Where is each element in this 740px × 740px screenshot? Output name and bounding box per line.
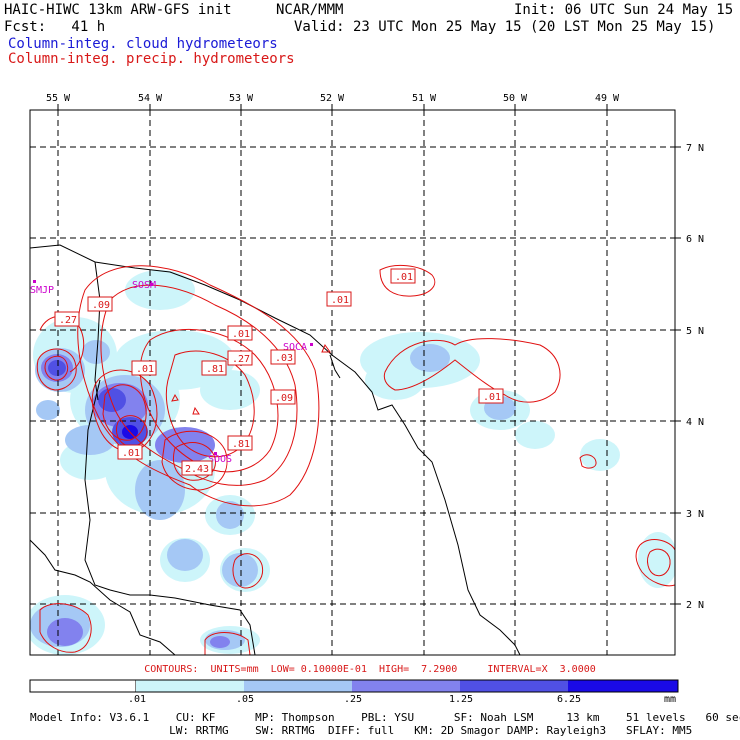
contour-label: .01: [326, 291, 352, 307]
lat-label: 2 N: [686, 600, 704, 611]
svg-text:.01: .01: [122, 448, 140, 459]
contour-label: .03: [270, 349, 296, 365]
init-time: Init: 06 UTC Sun 24 May 15: [514, 2, 734, 18]
svg-text:.01: .01: [483, 392, 501, 403]
valid-time: Valid: 23 UTC Mon 25 May 15 (20 LST Mon …: [294, 19, 716, 35]
field-precip-label: Column-integ. precip. hydrometeors: [8, 51, 295, 67]
station-label: SOSM: [132, 280, 156, 291]
title-left: HAIC-HIWC 13km ARW-GFS init: [4, 2, 232, 18]
lat-label: 6 N: [686, 234, 704, 245]
forecast-hour: Fcst: 41 h: [4, 19, 106, 35]
contour-label: .01: [227, 325, 253, 341]
lon-label: 52 W: [320, 93, 345, 104]
contour-label: .01: [117, 444, 143, 460]
lat-lon-grid: [30, 110, 675, 655]
colorbar-label: 1.25: [449, 694, 474, 705]
map-frame: [29, 109, 676, 656]
contour-label: .09: [270, 389, 296, 405]
lon-label: 49 W: [595, 93, 620, 104]
field-cloud-label: Column-integ. cloud hydrometeors: [8, 36, 278, 52]
station-label: SMJP: [30, 285, 54, 296]
lon-label: 51 W: [412, 93, 437, 104]
org-label: NCAR/MMM: [276, 2, 344, 18]
svg-text:.09: .09: [275, 393, 293, 404]
contour-label: .27: [54, 311, 80, 327]
contours-info: CONTOURS: UNITS=mm LOW= 0.10000E-01 HIGH…: [144, 664, 596, 675]
precip-contours: [36, 264, 675, 655]
contour-label: .81: [201, 360, 227, 376]
station-label: SOOS: [208, 454, 232, 465]
contour-label: .01: [390, 268, 416, 284]
svg-text:.01: .01: [331, 295, 349, 306]
station-markers: [33, 280, 313, 455]
contour-label: .01: [131, 360, 157, 376]
contour-label: .01: [478, 388, 504, 404]
lon-label: 53 W: [229, 93, 254, 104]
lat-label: 3 N: [686, 509, 704, 520]
colorbar-label: .25: [344, 694, 363, 705]
svg-text:.81: .81: [206, 364, 224, 375]
svg-text:.03: .03: [275, 353, 293, 364]
lon-label: 55 W: [46, 93, 71, 104]
contour-label: .09: [87, 296, 113, 312]
svg-text:2.43: 2.43: [185, 464, 209, 475]
svg-text:.27: .27: [232, 354, 250, 365]
lon-label: 54 W: [138, 93, 163, 104]
svg-text:.27: .27: [59, 315, 77, 326]
contour-label: 2.43: [181, 460, 213, 476]
contour-label: .27: [227, 350, 253, 366]
contour-label: .81: [227, 435, 253, 451]
lat-label: 4 N: [686, 417, 704, 428]
colorbar-label: 6.25: [557, 694, 582, 705]
svg-text:.81: .81: [232, 439, 250, 450]
lon-label: 50 W: [503, 93, 528, 104]
model-info-line1: Model Info: V3.6.1 CU: KF MP: Thompson P…: [30, 711, 740, 724]
lat-label: 5 N: [686, 326, 704, 337]
lat-label: 7 N: [686, 143, 704, 154]
model-info-line2: LW: RRTMG SW: RRTMG DIFF: full KM: 2D Sm…: [30, 724, 693, 737]
colorbar-label: .01: [128, 694, 147, 705]
svg-text:.01: .01: [136, 364, 154, 375]
colorbar: [29, 679, 679, 693]
station-label: SOCA: [283, 342, 307, 353]
svg-text:.01: .01: [232, 329, 250, 340]
svg-text:.09: .09: [92, 300, 110, 311]
colorbar-units: mm: [664, 694, 677, 705]
cloud-hydrometeor-shading: [30, 270, 675, 655]
axis-ticks: [57, 104, 681, 605]
coastline: [30, 244, 521, 655]
colorbar-label: .05: [236, 694, 255, 705]
svg-text:.01: .01: [395, 272, 413, 283]
